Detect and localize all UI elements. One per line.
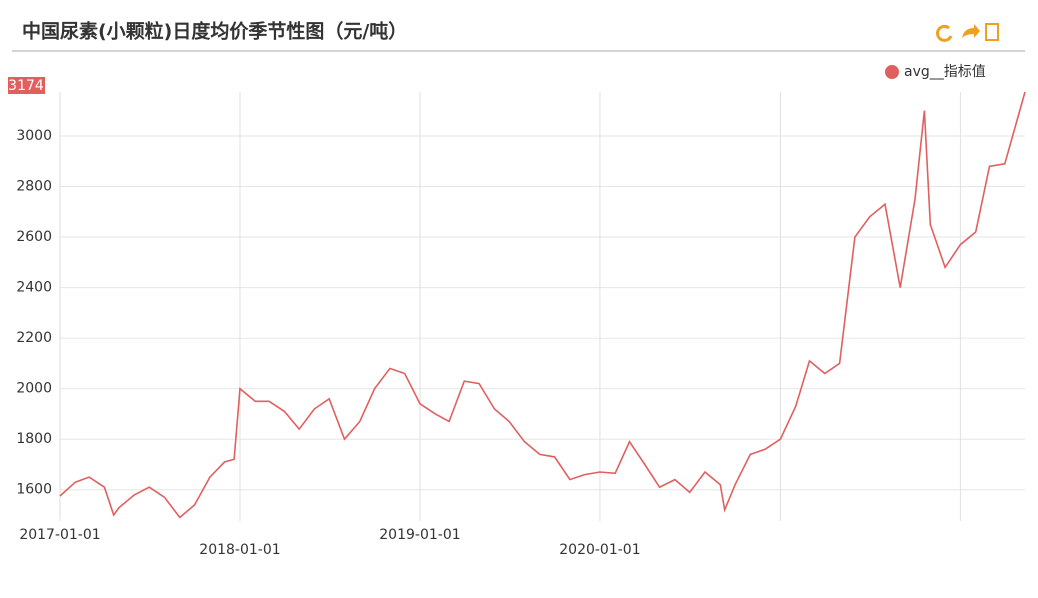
y-tick-label: 1800 [16, 431, 52, 447]
x-tick-label: 2018-01-01 [199, 542, 280, 558]
toolbar[interactable] [936, 23, 999, 42]
legend-label: avg__指标值 [904, 64, 986, 80]
chart-title: 中国尿素(小颗粒)日度均价季节性图（元/吨） [22, 20, 407, 43]
x-tick-label: 2019-01-01 [379, 527, 460, 543]
y-tick-label: 2600 [16, 229, 52, 245]
x-tick-label: 2017-01-01 [19, 527, 100, 543]
save-icon[interactable] [985, 23, 999, 41]
series-line [59, 91, 1026, 519]
refresh-icon[interactable] [936, 24, 953, 42]
y-tick-label: 1600 [16, 482, 52, 498]
y-tick-label: 2200 [16, 330, 52, 346]
legend-marker [885, 65, 899, 79]
y-tick-label: 3000 [16, 128, 52, 144]
y-tick-label: 2000 [16, 381, 52, 397]
share-icon[interactable] [962, 24, 980, 38]
axis-max-badge [8, 77, 45, 94]
x-tick-label: 2020-01-01 [559, 542, 640, 558]
y-tick-label: 2400 [16, 280, 52, 296]
y-tick-label: 2800 [16, 179, 52, 195]
axis-max-label: 3174 [8, 78, 44, 94]
